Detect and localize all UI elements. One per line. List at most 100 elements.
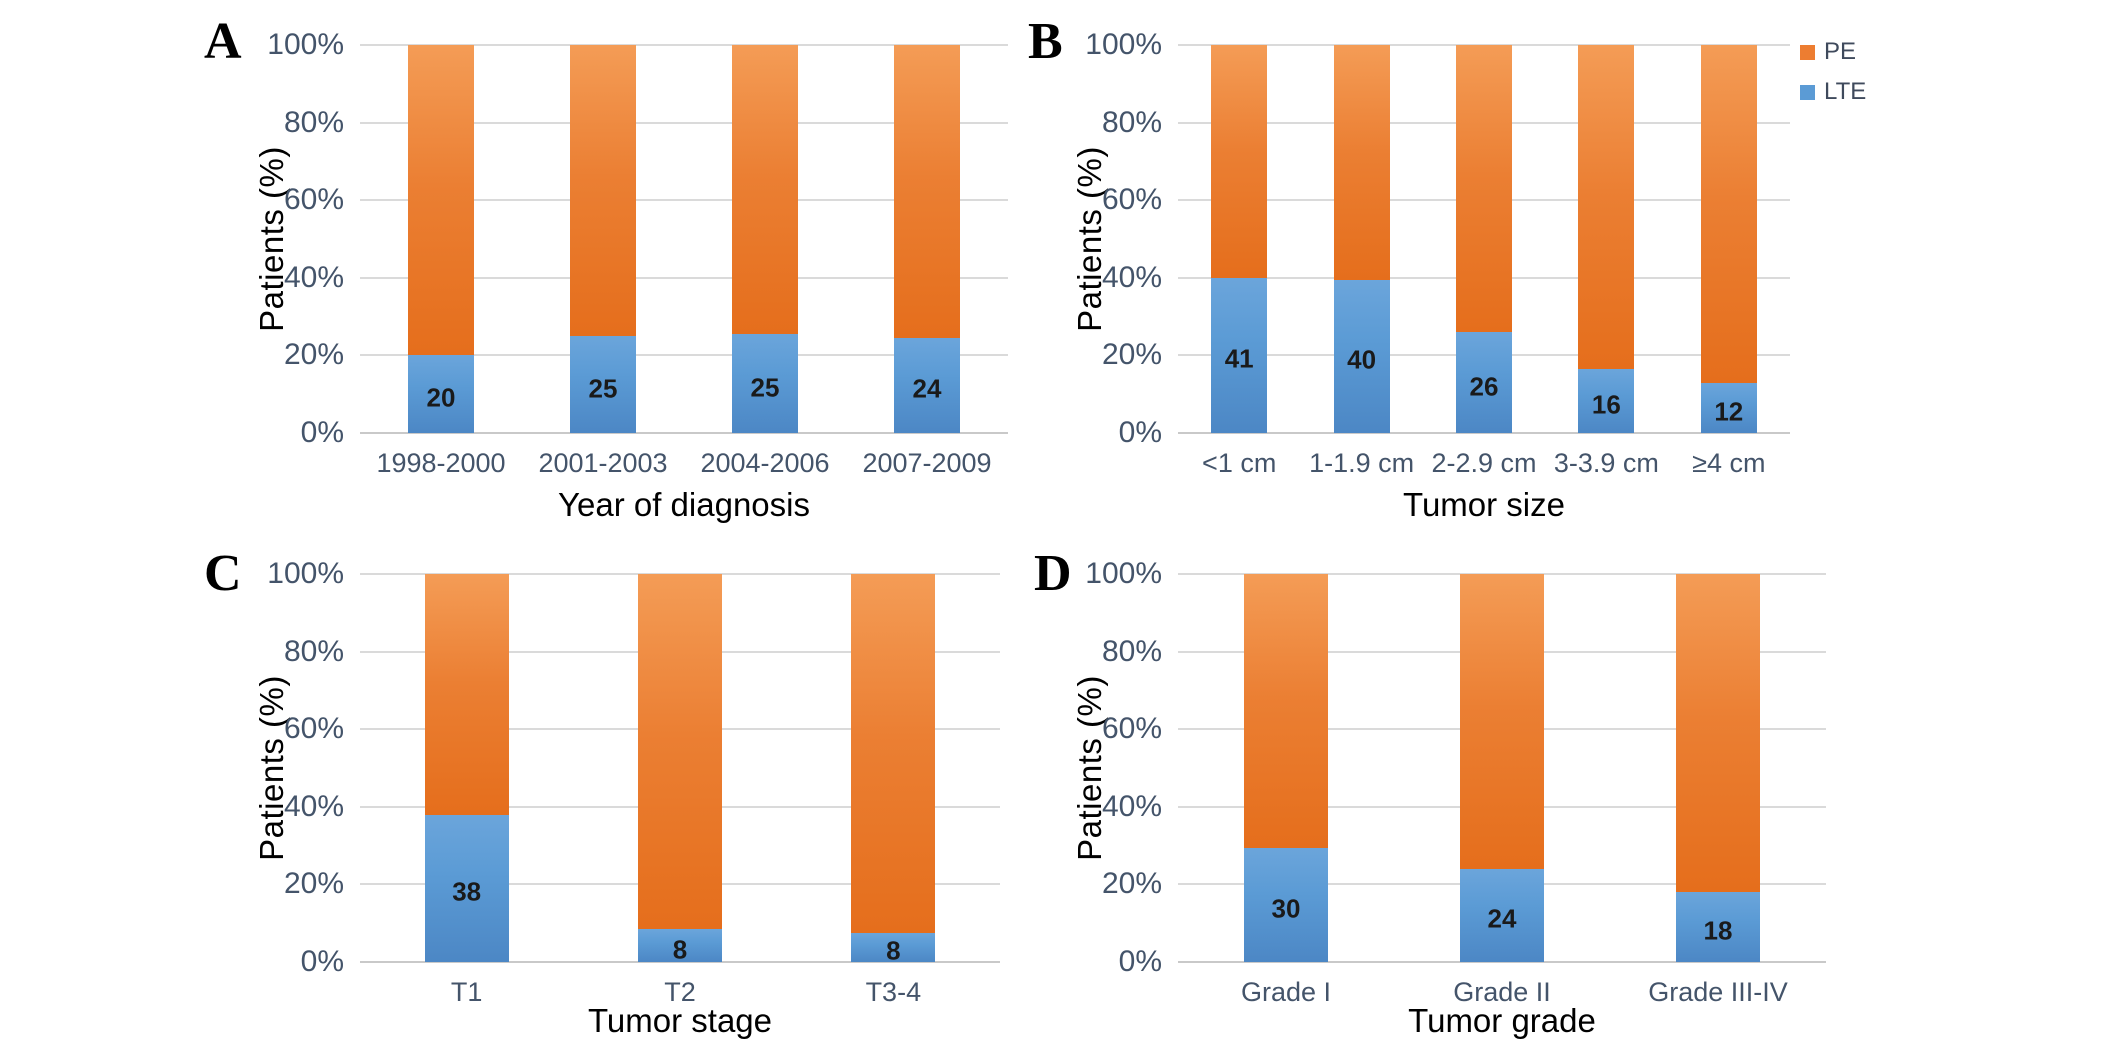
- bar-segment-lte: [1333, 279, 1390, 433]
- gridline: [360, 121, 1008, 124]
- gridline: [360, 276, 1008, 279]
- x-category-label: 2004-2006: [700, 448, 830, 478]
- gridline: [1178, 728, 1826, 731]
- y-tick-label: 80%: [283, 634, 344, 668]
- pe-swatch-icon: [1800, 44, 1815, 60]
- bar-segment-lte: [424, 814, 509, 962]
- x-category-label: T2: [664, 977, 696, 1007]
- bar-segment-pe: [638, 574, 722, 930]
- y-tick-label: 0%: [1118, 945, 1162, 978]
- x-axis-title: Year of diagnosis: [558, 486, 810, 523]
- bar-segment-lte: [1460, 868, 1544, 962]
- bar-value-label: 40: [1347, 344, 1377, 375]
- x-axis-baseline: [1178, 432, 1790, 434]
- y-tick-label: 60%: [283, 712, 344, 746]
- bar-segment-lte: [638, 929, 722, 962]
- bar-segment-lte: [570, 336, 636, 433]
- bar-value-label: 16: [1591, 389, 1621, 420]
- x-category-label: 3-3.9 cm: [1553, 448, 1659, 478]
- y-axis-title: Patients (%): [1071, 146, 1108, 332]
- x-category-label: T1: [450, 977, 483, 1007]
- x-category-label: ≥4 cm: [1692, 448, 1766, 478]
- x-category-label: 1-1.9 cm: [1309, 448, 1415, 478]
- panel-letter-d: D: [1034, 545, 1072, 602]
- x-category-label: Grade I: [1240, 977, 1332, 1007]
- bar-segment-pe: [570, 45, 636, 336]
- x-axis-baseline: [360, 432, 1008, 434]
- y-tick-label: 80%: [1101, 634, 1162, 668]
- panel-letter-c: C: [204, 545, 242, 602]
- bar-segment-pe: [424, 574, 509, 815]
- x-category-label: 2007-2009: [862, 448, 992, 478]
- x-axis-title: Tumor stage: [587, 1002, 773, 1039]
- y-tick-label: 20%: [283, 867, 344, 901]
- bar-value-label: 20: [426, 382, 456, 413]
- x-category-label: <1 cm: [1202, 448, 1277, 478]
- bar-value-label: 25: [588, 373, 618, 403]
- bar-segment-pe: [408, 45, 474, 356]
- bar-segment-pe: [732, 45, 798, 335]
- gridline: [1178, 573, 1826, 575]
- y-tick-label: 40%: [1101, 260, 1162, 294]
- lte-swatch-icon: [1800, 84, 1815, 100]
- bar-value-label: 41: [1224, 343, 1254, 374]
- y-axis-title: Patients (%): [253, 146, 290, 332]
- y-tick-label: 60%: [1101, 183, 1162, 217]
- y-tick-label: 80%: [283, 105, 344, 139]
- bar-segment-pe: [1244, 574, 1328, 848]
- legend-label-lte: LTE: [1824, 78, 1867, 105]
- gridline: [360, 573, 1000, 575]
- x-axis-title: Tumor grade: [1408, 1002, 1596, 1039]
- y-tick-label: 20%: [1101, 338, 1162, 372]
- bar-segment-lte: [851, 932, 936, 962]
- y-axis-title: Patients (%): [253, 675, 290, 861]
- gridline: [360, 650, 1000, 653]
- gridline: [1178, 883, 1826, 886]
- bar-value-label: 12: [1714, 396, 1744, 427]
- legend-label-pe: PE: [1824, 38, 1857, 65]
- bar-value-label: 8: [886, 935, 901, 966]
- bar-segment-lte: [1676, 892, 1760, 962]
- gridline: [1178, 121, 1790, 124]
- y-tick-label: 20%: [1101, 867, 1162, 901]
- y-tick-label: 0%: [300, 416, 344, 449]
- x-category-label: 1998-2000: [376, 448, 506, 478]
- legend-item-pe: PE: [1800, 40, 1866, 64]
- bar-segment-lte: [894, 337, 960, 433]
- y-tick-label: 100%: [1085, 28, 1162, 61]
- y-tick-label: 80%: [1101, 105, 1162, 139]
- x-axis-title: Tumor size: [1403, 486, 1565, 523]
- gridline: [360, 883, 1000, 886]
- bar-segment-pe: [1460, 574, 1544, 869]
- bar-segment-pe: [1700, 45, 1757, 383]
- panel-letter-b: B: [1028, 13, 1063, 70]
- bar-value-label: 24: [912, 373, 942, 404]
- x-category-label: Grade III-IV: [1648, 977, 1788, 1007]
- gridline: [1178, 354, 1790, 357]
- y-tick-label: 40%: [283, 789, 344, 823]
- gridline: [1178, 199, 1790, 202]
- panel-letter-a: A: [204, 13, 242, 70]
- x-axis-baseline: [1178, 961, 1826, 963]
- gridline: [360, 44, 1008, 46]
- gridline: [360, 805, 1000, 808]
- y-tick-label: 20%: [283, 338, 344, 372]
- x-category-label: 2-2.9 cm: [1431, 448, 1537, 478]
- bar-segment-lte: [408, 355, 474, 433]
- y-tick-label: 100%: [267, 557, 344, 590]
- bar-value-label: 8: [672, 934, 688, 964]
- bar-segment-pe: [894, 45, 960, 338]
- bar-segment-lte: [1456, 332, 1512, 433]
- gridline: [360, 354, 1008, 357]
- y-tick-label: 40%: [283, 260, 344, 294]
- bar-value-label: 25: [750, 372, 780, 403]
- bar-segment-lte: [1244, 847, 1328, 962]
- y-tick-label: 60%: [1101, 712, 1162, 746]
- y-axis-title: Patients (%): [1071, 675, 1108, 861]
- x-category-label: 2001-2003: [538, 448, 668, 478]
